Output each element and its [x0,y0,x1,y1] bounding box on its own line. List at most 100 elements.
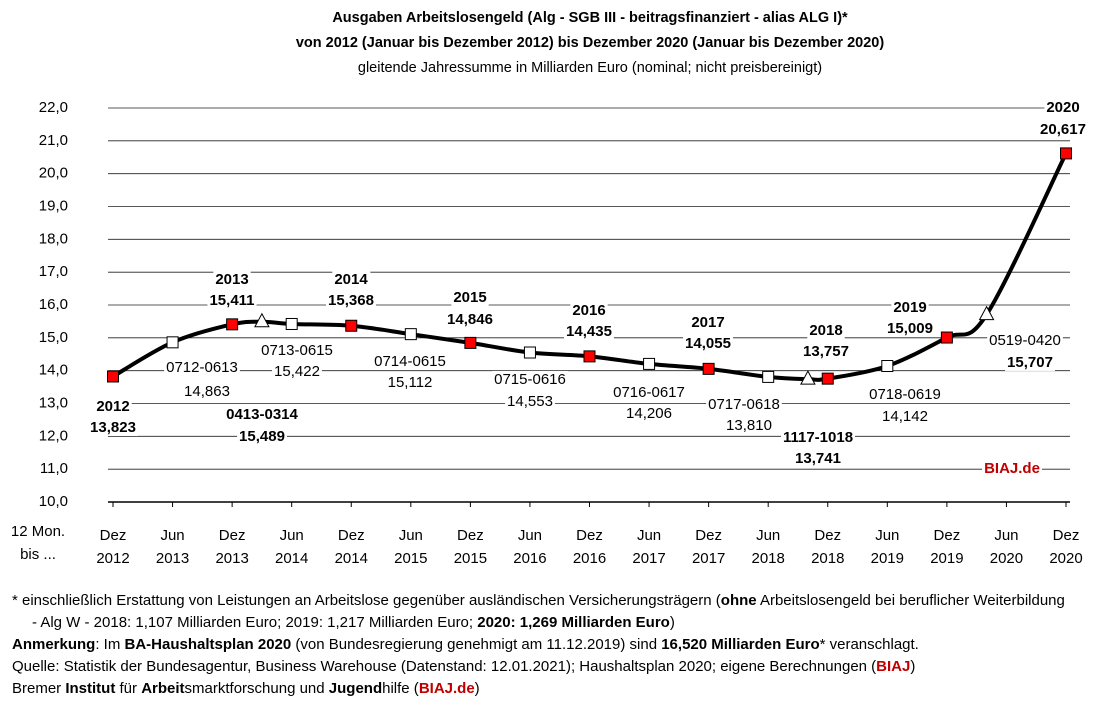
label-background [505,392,555,410]
value-label: 14,055 [685,335,731,352]
label-background [880,407,930,425]
point-label: 0714-0615 [374,353,446,370]
label-background [1038,120,1088,138]
label-background [445,310,495,328]
y-tick-label: 14,0 [39,362,68,379]
x-tick-label: Jun 2015 [394,527,428,567]
x-tick-label: Dez 2014 [334,527,368,567]
label-background [1005,353,1055,371]
marker [404,328,417,341]
x-tick-label: Dez 2016 [572,527,607,567]
marker [254,312,270,328]
x-tick-label: Dez 2012 [96,527,130,567]
footnote-text: * veranschlagt. [819,636,919,653]
value-label: 14,846 [447,311,493,328]
footnote-text: BIAJ.de [418,680,475,697]
label-background [332,270,371,288]
y-tick-label: 11,0 [40,460,68,477]
footnote-text: (von Bundesregierung genehmigt am 11.12.… [291,636,662,653]
footnote-text: 16,520 Milliarden Euro [661,636,820,653]
x-tick-label: Dez 2015 [453,527,488,567]
footnote-text: : Im [95,636,125,653]
point-label: 2017 [691,314,724,331]
label-background [213,270,251,288]
label-background [780,428,856,446]
label-background [164,358,240,376]
label-background [724,416,774,434]
footnotes: * einschließlich Erstattung von Leistung… [12,590,1072,700]
marker [523,346,536,359]
marker [978,305,995,321]
footnote-text: Bremer [12,680,66,697]
value-label: 15,422 [274,363,320,380]
footnote-text: Arbeit [141,680,185,697]
footnote-text: Jugend [328,680,383,697]
footnote-text: Anmerkung [12,636,96,653]
footnote-text: ohne [720,592,757,609]
point-label: 0712-0613 [166,359,238,376]
y-tick-label: 15,0 [39,329,68,346]
footnote: * einschließlich Erstattung von Leistung… [12,590,1072,634]
label-background [807,321,845,339]
x-tick-label: Jun 2014 [275,527,309,567]
x-tick-label: Dez 2013 [215,527,249,567]
x-tick-label: Jun 2019 [870,527,904,567]
label-background [182,382,232,400]
point-label: 2012 [96,398,129,415]
marker [762,370,775,383]
point-label: 2015 [453,289,486,306]
footnote-text: für [115,680,142,697]
value-label: 14,863 [184,383,230,400]
value-label: 13,823 [90,419,136,436]
footnote-text: ) [669,614,675,631]
x-tick-label: Dez 2019 [930,527,964,567]
marker [285,317,298,330]
value-label: 13,757 [803,343,849,360]
marker [107,370,119,383]
footnote-text: smarktforschung und [184,680,329,697]
source-tag: BIAJ.de [984,460,1040,477]
footnote-text: ) [910,658,916,675]
label-background [1044,98,1082,116]
label-background [867,385,943,403]
y-tick-label: 12,0 [39,427,68,444]
chart-title: von 2012 (Januar bis Dezember 2012) bis … [296,35,885,51]
marker [702,362,715,375]
x-tick-label: Dez 2020 [1049,527,1083,567]
y-tick-label: 17,0 [39,263,68,280]
point-label: 0717-0618 [708,396,780,413]
chart-title: Ausgaben Arbeitslosengeld (Alg - SGB III… [332,10,848,26]
x-axis-label: 12 Mon. bis ... [10,523,66,563]
value-label: 14,435 [566,323,612,340]
label-background [385,373,435,391]
y-tick-label: 16,0 [39,296,68,313]
label-background [451,288,489,306]
label-background [982,459,1042,477]
point-label: 0715-0616 [494,371,566,388]
x-tick-label: Jun 2017 [632,527,666,567]
label-background [611,383,687,401]
value-label: 15,009 [887,320,933,337]
value-label: 15,112 [388,374,433,391]
point-label: 0519-0420 [989,332,1061,349]
x-tick-label: Dez 2018 [811,527,845,567]
x-tick-label: Jun 2013 [155,527,190,567]
marker [881,360,894,373]
footnote-text: hilfe ( [382,680,419,697]
value-label: 20,617 [1040,121,1086,138]
point-label: 2014 [334,271,368,288]
footnote-text: BIAJ [876,658,911,675]
label-background [272,362,322,380]
y-tick-label: 19,0 [39,197,68,214]
y-tick-label: 10,0 [39,493,68,510]
label-background [492,370,568,388]
footnote: Bremer Institut für Arbeitsmarktforschun… [12,678,1072,700]
x-tick-label: Jun 2016 [513,527,547,567]
label-background [207,291,257,309]
x-tick-label: Jun 2018 [751,527,785,567]
footnote-text: 2020: 1,269 Milliarden Euro [477,614,670,631]
marker [1060,147,1072,160]
marker [643,357,656,370]
label-background [372,352,448,370]
